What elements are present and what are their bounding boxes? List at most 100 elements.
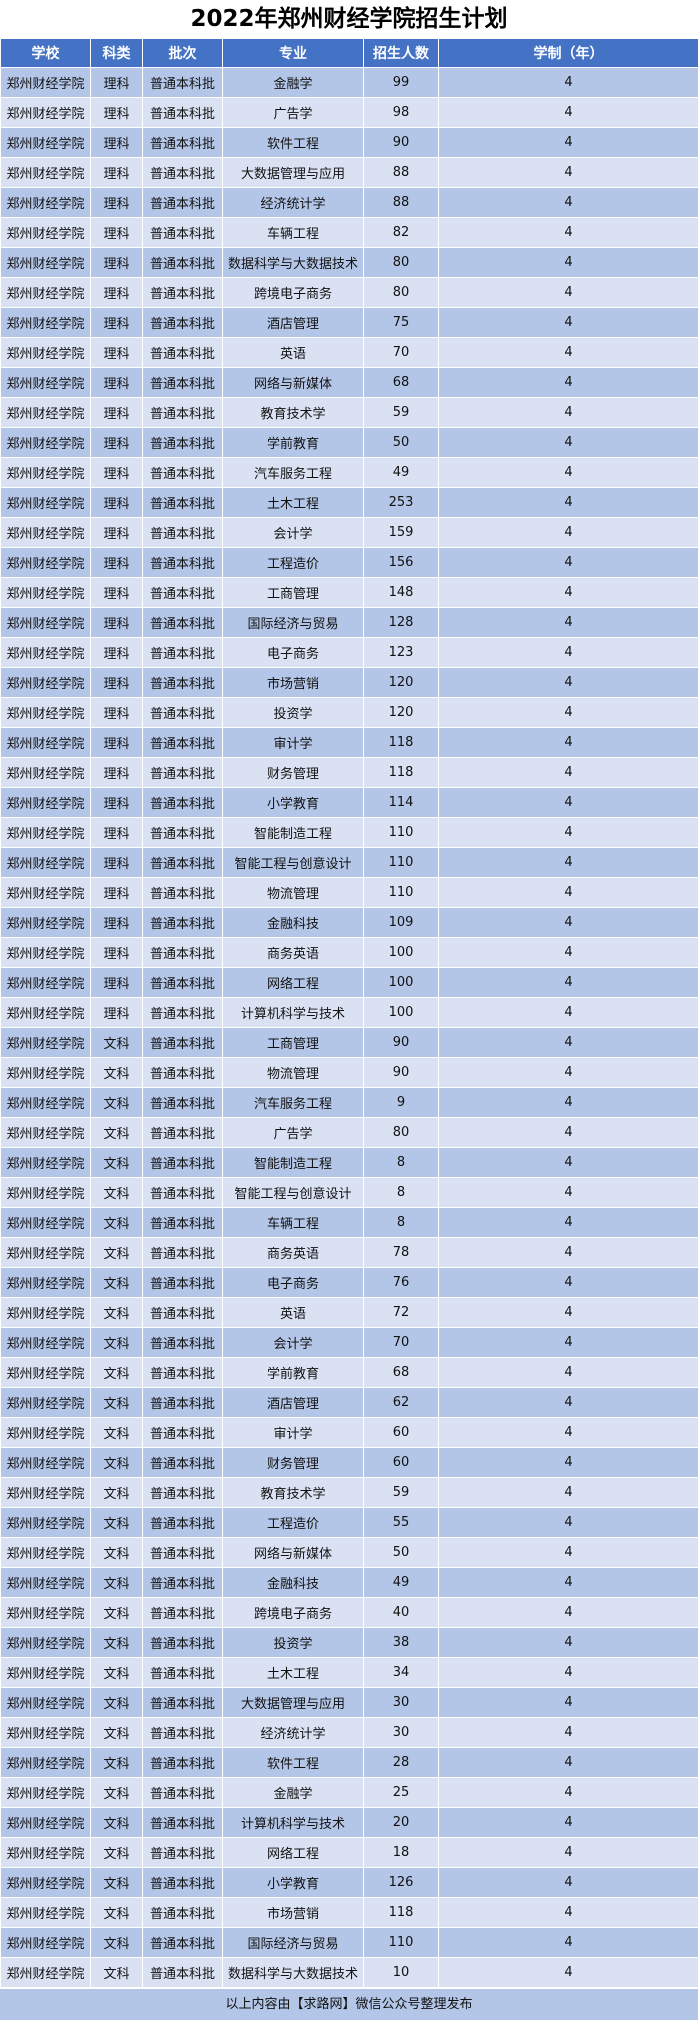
cell-major: 智能制造工程 <box>223 1148 364 1178</box>
cell-duration: 4 <box>439 1088 698 1118</box>
cell-batch: 普通本科批 <box>143 1178 223 1208</box>
cell-duration: 4 <box>439 998 698 1028</box>
cell-major: 金融学 <box>223 68 364 98</box>
cell-category: 文科 <box>91 1538 143 1568</box>
footer-note: 以上内容由【求路网】微信公众号整理发布 <box>0 1988 698 2020</box>
column-header-enrollment: 招生人数 <box>364 39 439 68</box>
cell-major: 工商管理 <box>223 1028 364 1058</box>
cell-enrollment: 30 <box>364 1718 439 1748</box>
cell-duration: 4 <box>439 878 698 908</box>
cell-duration: 4 <box>439 1958 698 1988</box>
cell-duration: 4 <box>439 668 698 698</box>
cell-duration: 4 <box>439 638 698 668</box>
cell-school: 郑州财经学院 <box>1 998 91 1028</box>
cell-school: 郑州财经学院 <box>1 548 91 578</box>
cell-school: 郑州财经学院 <box>1 458 91 488</box>
cell-batch: 普通本科批 <box>143 98 223 128</box>
cell-major: 金融科技 <box>223 1568 364 1598</box>
cell-duration: 4 <box>439 1478 698 1508</box>
cell-school: 郑州财经学院 <box>1 398 91 428</box>
cell-enrollment: 80 <box>364 278 439 308</box>
cell-enrollment: 49 <box>364 1568 439 1598</box>
cell-enrollment: 25 <box>364 1778 439 1808</box>
cell-batch: 普通本科批 <box>143 1718 223 1748</box>
cell-batch: 普通本科批 <box>143 278 223 308</box>
cell-enrollment: 78 <box>364 1238 439 1268</box>
cell-batch: 普通本科批 <box>143 788 223 818</box>
cell-school: 郑州财经学院 <box>1 638 91 668</box>
cell-category: 文科 <box>91 1118 143 1148</box>
cell-school: 郑州财经学院 <box>1 368 91 398</box>
cell-batch: 普通本科批 <box>143 1628 223 1658</box>
cell-batch: 普通本科批 <box>143 1958 223 1988</box>
cell-enrollment: 100 <box>364 938 439 968</box>
cell-school: 郑州财经学院 <box>1 1118 91 1148</box>
cell-major: 电子商务 <box>223 638 364 668</box>
cell-batch: 普通本科批 <box>143 638 223 668</box>
cell-enrollment: 128 <box>364 608 439 638</box>
cell-major: 教育技术学 <box>223 398 364 428</box>
cell-batch: 普通本科批 <box>143 818 223 848</box>
cell-major: 数据科学与大数据技术 <box>223 1958 364 1988</box>
cell-major: 投资学 <box>223 698 364 728</box>
cell-school: 郑州财经学院 <box>1 128 91 158</box>
cell-batch: 普通本科批 <box>143 1838 223 1868</box>
cell-school: 郑州财经学院 <box>1 1538 91 1568</box>
cell-duration: 4 <box>439 368 698 398</box>
cell-enrollment: 50 <box>364 1538 439 1568</box>
cell-category: 文科 <box>91 1448 143 1478</box>
cell-duration: 4 <box>439 1898 698 1928</box>
cell-major: 网络工程 <box>223 1838 364 1868</box>
cell-duration: 4 <box>439 848 698 878</box>
cell-enrollment: 100 <box>364 998 439 1028</box>
cell-enrollment: 126 <box>364 1868 439 1898</box>
cell-major: 财务管理 <box>223 1448 364 1478</box>
cell-batch: 普通本科批 <box>143 158 223 188</box>
column-header-major: 专业 <box>223 39 364 68</box>
cell-enrollment: 110 <box>364 878 439 908</box>
cell-enrollment: 148 <box>364 578 439 608</box>
cell-duration: 4 <box>439 1718 698 1748</box>
cell-school: 郑州财经学院 <box>1 1958 91 1988</box>
cell-category: 文科 <box>91 1418 143 1448</box>
cell-enrollment: 34 <box>364 1658 439 1688</box>
cell-enrollment: 76 <box>364 1268 439 1298</box>
cell-major: 小学教育 <box>223 788 364 818</box>
cell-enrollment: 82 <box>364 218 439 248</box>
cell-category: 文科 <box>91 1388 143 1418</box>
cell-duration: 4 <box>439 1568 698 1598</box>
cell-batch: 普通本科批 <box>143 1058 223 1088</box>
cell-category: 理科 <box>91 188 143 218</box>
cell-category: 理科 <box>91 488 143 518</box>
cell-school: 郑州财经学院 <box>1 1598 91 1628</box>
cell-duration: 4 <box>439 1268 698 1298</box>
cell-school: 郑州财经学院 <box>1 1448 91 1478</box>
cell-category: 文科 <box>91 1268 143 1298</box>
cell-category: 文科 <box>91 1148 143 1178</box>
cell-school: 郑州财经学院 <box>1 1028 91 1058</box>
cell-major: 学前教育 <box>223 428 364 458</box>
cell-school: 郑州财经学院 <box>1 248 91 278</box>
cell-category: 文科 <box>91 1028 143 1058</box>
cell-enrollment: 109 <box>364 908 439 938</box>
cell-duration: 4 <box>439 278 698 308</box>
cell-enrollment: 90 <box>364 1028 439 1058</box>
cell-enrollment: 20 <box>364 1808 439 1838</box>
cell-batch: 普通本科批 <box>143 398 223 428</box>
cell-category: 文科 <box>91 1178 143 1208</box>
cell-category: 文科 <box>91 1478 143 1508</box>
cell-category: 理科 <box>91 758 143 788</box>
